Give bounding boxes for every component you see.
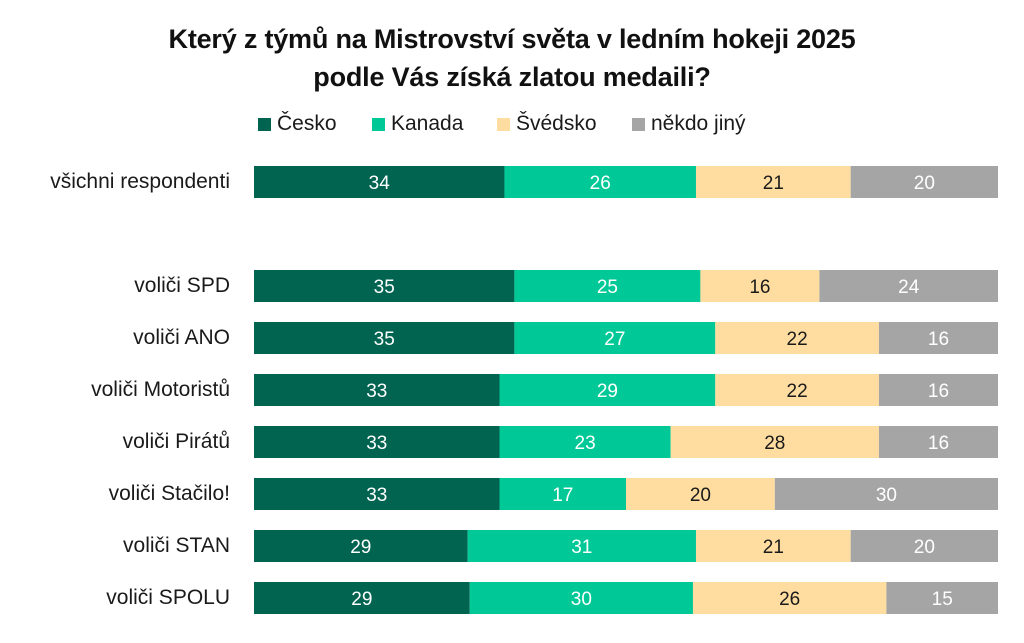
bar-segment-svedsko-volici-spolu	[692, 582, 887, 614]
bar-segment-kanada-volici-piratu	[499, 426, 671, 458]
bar-segment-nekdo-jiny-volici-piratu	[878, 426, 998, 458]
legend-swatch-nekdo-jiny	[632, 117, 645, 131]
data-label-cesko-volici-stan: 29	[350, 537, 371, 558]
bar-row-volici-spolu: 29 30 26 15	[254, 582, 998, 614]
bar-segment-kanada-volici-motoristu	[499, 374, 716, 406]
data-label-cesko-volici-spolu: 29	[351, 589, 372, 610]
data-label-nekdo-jiny-volici-ano: 16	[928, 329, 949, 350]
category-label-volici-spolu: voliči SPOLU	[106, 586, 230, 609]
bar-segment-svedsko-volici-ano	[715, 322, 879, 354]
data-label-cesko-volici-stacilo: 33	[366, 485, 387, 506]
data-label-cesko-volici-motoristu: 33	[366, 381, 387, 402]
bar-segment-svedsko-vsichni-respondenti	[695, 166, 851, 198]
bar-segment-kanada-volici-spolu	[469, 582, 693, 614]
legend-label-kanada: Kanada	[391, 112, 464, 135]
bar-segment-svedsko-volici-motoristu	[715, 374, 879, 406]
category-label-vsichni-respondenti: všichni respondenti	[50, 170, 230, 193]
data-label-kanada-volici-ano: 27	[604, 329, 625, 350]
data-label-kanada-vsichni-respondenti: 26	[590, 173, 611, 194]
bar-segment-kanada-volici-stan	[467, 530, 696, 562]
data-label-cesko-volici-piratu: 33	[366, 433, 387, 454]
legend-label-cesko: Česko	[277, 112, 337, 135]
legend: Česko Kanada Švédsko někdo jiný	[0, 110, 1024, 138]
data-label-nekdo-jiny-volici-stan: 20	[914, 537, 935, 558]
bar-segment-kanada-volici-ano	[514, 322, 716, 354]
data-label-kanada-volici-piratu: 23	[575, 433, 596, 454]
bar-segment-nekdo-jiny-volici-spd	[819, 270, 998, 302]
legend-item-kanada: Kanada	[372, 110, 463, 138]
legend-swatch-kanada	[372, 117, 385, 131]
data-label-svedsko-vsichni-respondenti: 21	[763, 173, 784, 194]
bar-segment-nekdo-jiny-vsichni-respondenti	[850, 166, 998, 198]
bar-segment-svedsko-volici-piratu	[670, 426, 879, 458]
legend-swatch-svedsko	[497, 117, 510, 131]
data-label-nekdo-jiny-volici-spolu: 15	[932, 589, 953, 610]
data-label-kanada-volici-spd: 25	[597, 277, 618, 298]
data-label-svedsko-volici-stacilo: 20	[690, 485, 711, 506]
category-label-volici-spd: voliči SPD	[134, 274, 230, 297]
data-label-cesko-volici-spd: 35	[374, 277, 395, 298]
bar-segment-svedsko-volici-stan	[695, 530, 851, 562]
data-label-svedsko-volici-motoristu: 22	[787, 381, 808, 402]
bar-segment-cesko-volici-stacilo	[254, 478, 500, 510]
category-label-volici-stan: voliči STAN	[123, 534, 230, 557]
bar-segment-svedsko-volici-stacilo	[626, 478, 775, 510]
legend-label-nekdo-jiny: někdo jiný	[651, 112, 746, 135]
bar-segment-cesko-volici-spolu	[254, 582, 470, 614]
bar-row-volici-stan: 29 31 21 20	[254, 530, 998, 562]
bar-segment-cesko-volici-motoristu	[254, 374, 500, 406]
category-label-volici-ano: voliči ANO	[133, 326, 230, 349]
bar-row-volici-ano: 35 27 22 16	[254, 322, 998, 354]
bar-segment-svedsko-volici-spd	[700, 270, 820, 302]
bar-row-volici-spd: 35 25 16 24	[254, 270, 998, 302]
bar-segment-nekdo-jiny-volici-ano	[878, 322, 998, 354]
bar-row-volici-piratu: 33 23 28 16	[254, 426, 998, 458]
chart-title-line-2: podle Vás získá zlatou medaili?	[313, 62, 711, 92]
data-label-nekdo-jiny-volici-piratu: 16	[928, 433, 949, 454]
legend-item-svedsko: Švédsko	[497, 110, 597, 138]
category-label-volici-motoristu: voliči Motoristů	[91, 378, 230, 401]
data-label-cesko-vsichni-respondenti: 34	[369, 173, 391, 194]
data-label-nekdo-jiny-volici-motoristu: 16	[928, 381, 949, 402]
chart-title-line-1: Který z týmů na Mistrovství světa v ledn…	[168, 24, 856, 54]
data-label-kanada-volici-spolu: 30	[571, 589, 592, 610]
data-label-svedsko-volici-ano: 22	[787, 329, 808, 350]
bar-segment-cesko-volici-stan	[254, 530, 468, 562]
bar-row-volici-motoristu: 33 29 22 16	[254, 374, 998, 406]
data-label-kanada-volici-stacilo: 17	[552, 485, 573, 506]
data-label-cesko-volici-ano: 35	[374, 329, 395, 350]
bar-segment-kanada-vsichni-respondenti	[504, 166, 696, 198]
bar-row-vsichni-respondenti: 34 26 21 20	[254, 166, 998, 198]
bar-segment-cesko-volici-ano	[254, 322, 515, 354]
data-label-nekdo-jiny-volici-stacilo: 30	[876, 485, 897, 506]
data-label-svedsko-volici-stan: 21	[763, 537, 784, 558]
category-label-volici-piratu: voliči Pirátů	[122, 430, 230, 453]
bar-segment-kanada-volici-spd	[514, 270, 701, 302]
bar-segment-nekdo-jiny-volici-motoristu	[878, 374, 998, 406]
data-label-svedsko-volici-spd: 16	[749, 277, 770, 298]
legend-swatch-cesko	[258, 117, 271, 131]
bar-segment-nekdo-jiny-volici-stacilo	[774, 478, 998, 510]
legend-item-cesko: Česko	[258, 110, 337, 138]
data-label-svedsko-volici-spolu: 26	[779, 589, 800, 610]
data-label-kanada-volici-stan: 31	[571, 537, 592, 558]
data-label-nekdo-jiny-vsichni-respondenti: 20	[914, 173, 935, 194]
bar-segment-kanada-volici-stacilo	[499, 478, 626, 510]
bar-segment-nekdo-jiny-volici-stan	[850, 530, 998, 562]
legend-item-nekdo-jiny: někdo jiný	[632, 110, 746, 138]
category-label-volici-stacilo: voliči Stačilo!	[108, 482, 230, 505]
bar-segment-nekdo-jiny-volici-spolu	[886, 582, 998, 614]
bar-row-volici-stacilo: 33 17 20 30	[254, 478, 998, 510]
legend-label-svedsko: Švédsko	[516, 112, 597, 135]
bar-segment-cesko-volici-spd	[254, 270, 515, 302]
data-label-nekdo-jiny-volici-spd: 24	[898, 277, 920, 298]
bar-segment-cesko-volici-piratu	[254, 426, 500, 458]
bar-segment-cesko-vsichni-respondenti	[254, 166, 505, 198]
data-label-kanada-volici-motoristu: 29	[597, 381, 618, 402]
data-label-svedsko-volici-piratu: 28	[764, 433, 785, 454]
